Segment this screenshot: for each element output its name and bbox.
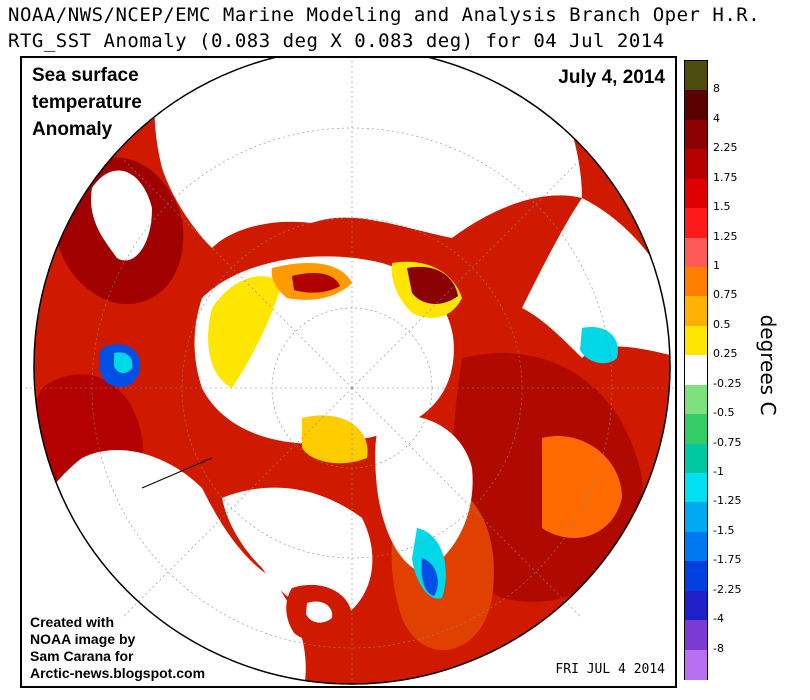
eurasia-land bbox=[154, 58, 582, 248]
credit-line-3: Sam Carana for bbox=[30, 648, 134, 664]
overlay-title-line-3: Anomaly bbox=[32, 119, 113, 140]
legend-swatch bbox=[685, 502, 707, 533]
arctic-yellow-patch bbox=[302, 415, 368, 464]
map-panel: Sea surface temperature Anomaly July 4, … bbox=[20, 56, 677, 688]
legend-units-label: degrees C bbox=[756, 314, 780, 416]
okhotsk-land bbox=[91, 170, 152, 261]
map-header-line-2: RTG_SST Anomaly (0.083 deg X 0.083 deg) … bbox=[8, 30, 665, 52]
graticule bbox=[22, 58, 675, 686]
legend-swatch bbox=[685, 119, 707, 150]
legend-tick-label: -0.75 bbox=[713, 435, 742, 449]
legend-tick-label: -1.75 bbox=[713, 553, 742, 567]
meridian-line bbox=[121, 387, 353, 619]
baltic-cool-patch bbox=[580, 327, 618, 364]
legend-tick-label: 8 bbox=[713, 82, 720, 96]
legend-tick-label: 0.75 bbox=[713, 288, 738, 302]
boundary-line bbox=[141, 457, 213, 489]
legend-tick-label: -0.5 bbox=[713, 406, 735, 420]
legend-swatch bbox=[685, 355, 707, 386]
legend-swatch bbox=[685, 90, 707, 121]
legend-swatch bbox=[685, 208, 707, 239]
arctic-yellow-patch bbox=[208, 276, 282, 388]
polar-sst-map bbox=[22, 58, 675, 686]
legend-swatch bbox=[685, 296, 707, 327]
legend-tick-label: 0.25 bbox=[713, 347, 738, 361]
legend-swatch bbox=[685, 384, 707, 415]
legend-tick-label: 4 bbox=[713, 111, 720, 125]
hudson-bay-neutral bbox=[306, 601, 333, 623]
legend-swatch bbox=[685, 414, 707, 445]
legend-swatch bbox=[685, 561, 707, 592]
legend-tick-label: 1.25 bbox=[713, 229, 738, 243]
legend-tick-label: 2.25 bbox=[713, 141, 738, 155]
overlay-title-line-1: Sea surface bbox=[32, 65, 139, 86]
legend-swatch bbox=[685, 443, 707, 474]
scandinavia-land bbox=[522, 198, 670, 358]
legend-tick-label: 0.5 bbox=[713, 317, 731, 331]
legend-tick-label: -0.25 bbox=[713, 376, 742, 390]
legend-tick-label: 1.5 bbox=[713, 200, 731, 214]
legend-swatch bbox=[685, 325, 707, 356]
legend-tick-label: -1.25 bbox=[713, 494, 742, 508]
meridian-line bbox=[351, 387, 583, 619]
legend-swatch bbox=[685, 178, 707, 209]
legend-swatch bbox=[685, 237, 707, 268]
legend-tick-label: 1 bbox=[713, 259, 720, 272]
legend-tick-label: -4 bbox=[713, 612, 724, 626]
legend-swatch bbox=[685, 473, 707, 503]
legend-swatch bbox=[685, 61, 707, 91]
laptev-warm-patch bbox=[292, 273, 340, 293]
legend-swatch bbox=[685, 531, 707, 562]
map-disc-outline bbox=[33, 58, 671, 685]
legend-swatch bbox=[685, 620, 707, 651]
credit-line-4: Arctic-news.blogspot.com bbox=[30, 665, 206, 681]
date-stamp: FRI JUL 4 2014 bbox=[555, 662, 665, 677]
bering-cool-patch bbox=[114, 352, 133, 374]
map-header-line-1: NOAA/NWS/NCEP/EMC Marine Modeling and An… bbox=[8, 4, 761, 26]
baffin-cold-patch bbox=[421, 558, 438, 596]
legend-swatch bbox=[685, 590, 707, 621]
legend-tick-label: -1.5 bbox=[713, 523, 735, 537]
overlay-title-line-2: temperature bbox=[32, 92, 142, 113]
legend-swatch bbox=[685, 649, 707, 680]
date-label: July 4, 2014 bbox=[558, 67, 665, 88]
legend-tick-label: -8 bbox=[713, 641, 724, 655]
color-legend-bar bbox=[684, 60, 708, 680]
greenland-land bbox=[375, 415, 473, 573]
legend-swatch bbox=[685, 267, 707, 297]
meridian-line bbox=[351, 157, 583, 389]
credit-line-2: NOAA image by bbox=[30, 631, 136, 647]
legend-tick-label: 1.75 bbox=[713, 170, 738, 184]
legend-swatch bbox=[685, 149, 707, 180]
canadian-archipelago bbox=[222, 487, 373, 618]
legend-units: degrees C bbox=[748, 300, 788, 430]
credit-line-1: Created with bbox=[30, 614, 115, 630]
mixed-patch bbox=[542, 436, 622, 538]
legend-tick-label: -2.25 bbox=[713, 582, 742, 596]
sst-anomaly-field bbox=[34, 58, 670, 684]
meridian-line bbox=[121, 157, 353, 389]
legend-tick-label: -1 bbox=[713, 465, 724, 478]
